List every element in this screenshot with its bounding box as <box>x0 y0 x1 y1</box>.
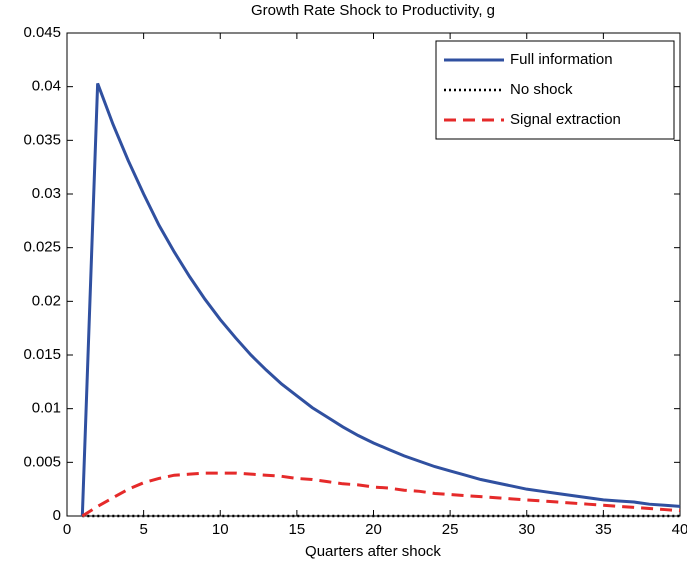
y-tick-label: 0.015 <box>23 346 61 363</box>
x-tick-label: 40 <box>672 521 687 538</box>
legend-box <box>435 40 675 140</box>
x-tick-label: 30 <box>518 521 535 538</box>
legend-label: Signal extraction <box>510 111 621 128</box>
x-tick-label: 10 <box>212 521 229 538</box>
series-line <box>80 82 681 517</box>
y-tick-label: 0.025 <box>23 239 61 256</box>
legend-label: Full information <box>510 51 613 68</box>
y-tick-label: 0.03 <box>32 185 61 202</box>
legend-label: No shock <box>510 81 573 98</box>
y-tick-label: 0 <box>53 507 61 524</box>
y-tick-label: 0.01 <box>32 400 61 417</box>
y-tick-label: 0.04 <box>32 78 61 95</box>
x-tick-label: 35 <box>595 521 612 538</box>
x-tick-label: 0 <box>63 521 71 538</box>
series-line <box>81 471 681 518</box>
x-tick-label: 20 <box>365 521 382 538</box>
chart-title: Growth Rate Shock to Productivity, g <box>251 2 495 19</box>
y-tick-label: 0.02 <box>32 292 61 309</box>
y-tick-label: 0.035 <box>23 131 61 148</box>
x-axis-label: Quarters after shock <box>305 543 441 560</box>
x-tick-label: 5 <box>139 521 147 538</box>
y-tick-label: 0.045 <box>23 24 61 41</box>
y-tick-label: 0.005 <box>23 453 61 470</box>
x-tick-label: 15 <box>289 521 306 538</box>
x-tick-label: 25 <box>442 521 459 538</box>
